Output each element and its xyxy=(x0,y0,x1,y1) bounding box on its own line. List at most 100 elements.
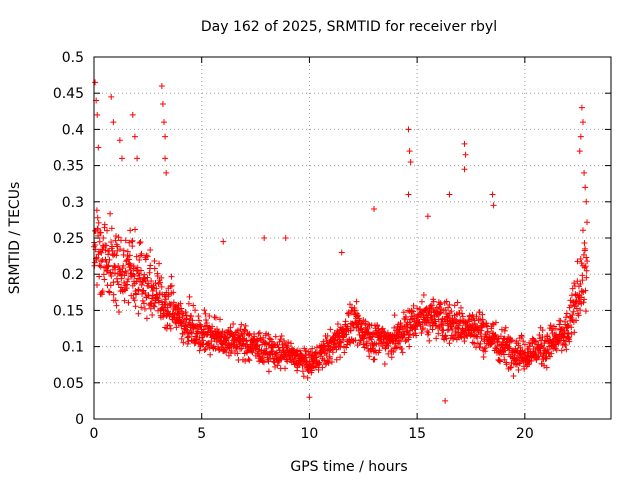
data-point xyxy=(362,318,369,325)
data-point xyxy=(112,297,119,304)
data-point xyxy=(296,347,303,354)
data-point xyxy=(282,235,289,241)
data-point xyxy=(583,198,590,205)
data-point xyxy=(142,256,149,263)
data-point xyxy=(535,353,542,360)
data-point xyxy=(129,243,136,250)
data-point xyxy=(153,285,160,292)
y-tick-label: 0.05 xyxy=(53,376,84,392)
data-point xyxy=(547,322,554,329)
data-point xyxy=(138,250,145,257)
data-point xyxy=(344,323,351,330)
data-point xyxy=(521,341,528,348)
data-point xyxy=(162,155,169,162)
data-point xyxy=(469,339,476,346)
data-point xyxy=(138,267,145,274)
data-point xyxy=(510,372,517,379)
data-point xyxy=(147,262,154,269)
data-point xyxy=(533,356,540,363)
data-point xyxy=(578,294,585,301)
data-point xyxy=(500,336,507,343)
data-point xyxy=(209,323,216,330)
data-point xyxy=(135,286,142,293)
data-point xyxy=(161,299,168,306)
data-point xyxy=(319,364,326,371)
data-point xyxy=(532,337,539,344)
data-point xyxy=(565,323,572,330)
data-point xyxy=(278,332,285,339)
data-point xyxy=(123,269,130,276)
y-axis-label: SRMTID / TECUs xyxy=(7,182,23,295)
data-point xyxy=(131,297,138,304)
data-point xyxy=(462,151,469,158)
data-point xyxy=(162,133,169,140)
data-point xyxy=(120,262,127,269)
data-point xyxy=(143,315,150,322)
data-point xyxy=(276,338,283,345)
data-point xyxy=(159,101,166,108)
data-point xyxy=(180,339,187,346)
data-point xyxy=(103,242,110,249)
data-point xyxy=(151,265,158,272)
data-point xyxy=(446,191,453,198)
data-point xyxy=(140,279,147,286)
data-point xyxy=(469,311,476,318)
data-point xyxy=(520,338,527,345)
data-point xyxy=(100,235,107,242)
data-point xyxy=(442,397,449,404)
data-point xyxy=(145,280,152,287)
data-point xyxy=(135,310,142,317)
data-point xyxy=(399,349,406,356)
data-point xyxy=(135,287,142,294)
data-point xyxy=(220,238,227,245)
data-point xyxy=(388,354,395,361)
data-point xyxy=(299,368,306,375)
data-point xyxy=(451,302,458,309)
data-point xyxy=(304,374,311,381)
data-point xyxy=(570,308,577,315)
data-point xyxy=(117,246,124,253)
data-point xyxy=(126,239,133,246)
data-point xyxy=(581,169,588,176)
data-point xyxy=(501,327,508,334)
data-point xyxy=(565,335,572,342)
data-point xyxy=(96,273,103,280)
data-point xyxy=(566,338,573,345)
data-point xyxy=(230,320,237,327)
data-point xyxy=(391,312,398,319)
data-point xyxy=(433,335,440,342)
data-point xyxy=(371,356,378,363)
data-point xyxy=(177,300,184,307)
data-point xyxy=(149,287,156,294)
data-points xyxy=(90,79,591,404)
y-tick-label: 0.3 xyxy=(62,195,84,211)
data-point xyxy=(546,353,553,360)
data-point xyxy=(410,302,417,309)
data-point xyxy=(163,169,170,176)
data-point xyxy=(321,357,328,364)
data-point xyxy=(425,329,432,336)
data-point xyxy=(461,338,468,345)
data-point xyxy=(582,263,589,270)
data-point xyxy=(454,299,461,306)
data-point xyxy=(579,277,586,284)
data-point xyxy=(143,252,150,259)
data-point xyxy=(120,247,127,254)
data-point xyxy=(368,336,375,343)
data-point xyxy=(478,335,485,342)
data-point xyxy=(501,335,508,342)
data-point xyxy=(265,331,272,338)
axis-ticks: 0 0.05 0.1 0.15 0.2 0.25 0.3 0.35 0.4 0.45 0.5 0 5 10… xyxy=(53,50,611,442)
data-point xyxy=(151,303,158,310)
data-point xyxy=(227,324,234,331)
data-point xyxy=(507,338,514,345)
data-point xyxy=(518,333,525,340)
data-point xyxy=(136,239,143,246)
data-point xyxy=(199,337,206,344)
grid xyxy=(94,57,611,419)
data-point xyxy=(334,320,341,327)
data-point xyxy=(453,317,460,324)
data-point xyxy=(323,351,330,358)
data-point xyxy=(343,331,350,338)
data-point xyxy=(200,326,207,333)
